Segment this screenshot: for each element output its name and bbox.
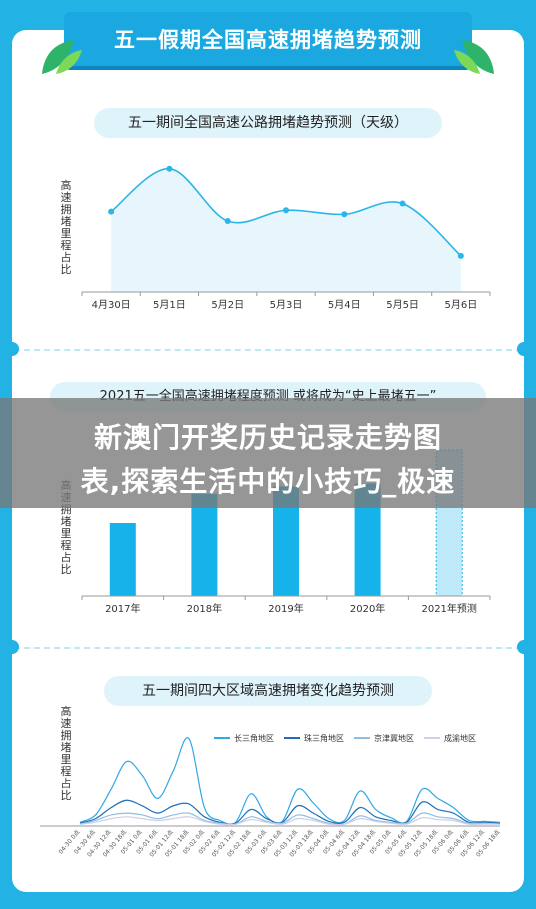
- chart1-point-2: [224, 217, 231, 224]
- section-divider-2: [14, 647, 522, 649]
- overlay-line-2: 表,探索生活中的小技巧_极速: [80, 465, 456, 498]
- chart3-series-2: [79, 812, 501, 826]
- chart2-tick-label: 2020年: [350, 602, 385, 615]
- leaf-right-icon: [454, 40, 494, 74]
- chart3-legend-label-2: 京津冀地区: [374, 733, 414, 743]
- chart1-point-3: [283, 207, 289, 214]
- chart1-tick-label: 5月6日: [444, 299, 477, 311]
- chart1-point-0: [108, 208, 115, 215]
- chart1-point-1: [166, 165, 173, 172]
- divider-dot: [517, 342, 531, 356]
- overlay-caption: 新澳门开奖历史记录走势图 表,探索生活中的小技巧_极速: [0, 398, 536, 508]
- chart1-ylabel: 高速拥堵里程占比: [60, 179, 72, 276]
- chart2-bar-1: [191, 493, 218, 596]
- chart3-series-3: [79, 816, 500, 826]
- chart1-point-6: [457, 252, 464, 259]
- chart1-title: 五一期间全国高速公路拥堵趋势预测（天级）: [94, 108, 442, 138]
- chart1-tick-label: 5月4日: [328, 299, 361, 311]
- chart1-plot: 4月30日 5月1日 5月2日 5月3日 5月4日 5月5日 5月6日: [81, 165, 491, 311]
- chart1-tick-label: 4月30日: [92, 299, 131, 311]
- chart3-legend-label-3: 成渝地区: [444, 733, 476, 743]
- title-banner: 五一假期全国高速拥堵趋势预测: [64, 12, 472, 66]
- divider-dot: [5, 342, 19, 356]
- chart3-legend-label-0: 长三角地区: [234, 733, 274, 743]
- chart3-series-0: [79, 737, 501, 825]
- chart1-point-4: [341, 211, 348, 218]
- chart1-area: [111, 168, 461, 292]
- leaf-left-icon: [42, 40, 82, 74]
- chart3-title: 五一期间四大区域高速拥堵变化趋势预测: [104, 676, 432, 706]
- chart3-ylabel: 高速拥堵里程占比: [60, 705, 72, 802]
- chart3-series-1: [79, 799, 501, 825]
- chart1-tick-label: 5月3日: [270, 299, 303, 311]
- section-divider-1: [14, 349, 522, 351]
- chart1-tick-label: 5月2日: [211, 299, 244, 311]
- chart2-tick-label: 2019年: [268, 602, 303, 615]
- chart1-tick-label: 5月1日: [153, 299, 186, 311]
- chart3-legend-label-1: 珠三角地区: [304, 733, 344, 743]
- banner-title: 五一假期全国高速拥堵趋势预测: [114, 28, 422, 52]
- chart2-tick-label: 2021年预测: [421, 602, 476, 615]
- chart2-tick-label: 2018年: [187, 602, 222, 615]
- overlay-line-1: 新澳门开奖历史记录走势图: [93, 421, 442, 454]
- chart2-bar-0: [109, 523, 136, 596]
- chart1-point-5: [399, 200, 406, 207]
- divider-dot: [5, 640, 19, 654]
- chart1-tick-label: 5月5日: [386, 299, 419, 311]
- chart2-tick-label: 2017年: [105, 602, 140, 615]
- divider-dot: [517, 640, 531, 654]
